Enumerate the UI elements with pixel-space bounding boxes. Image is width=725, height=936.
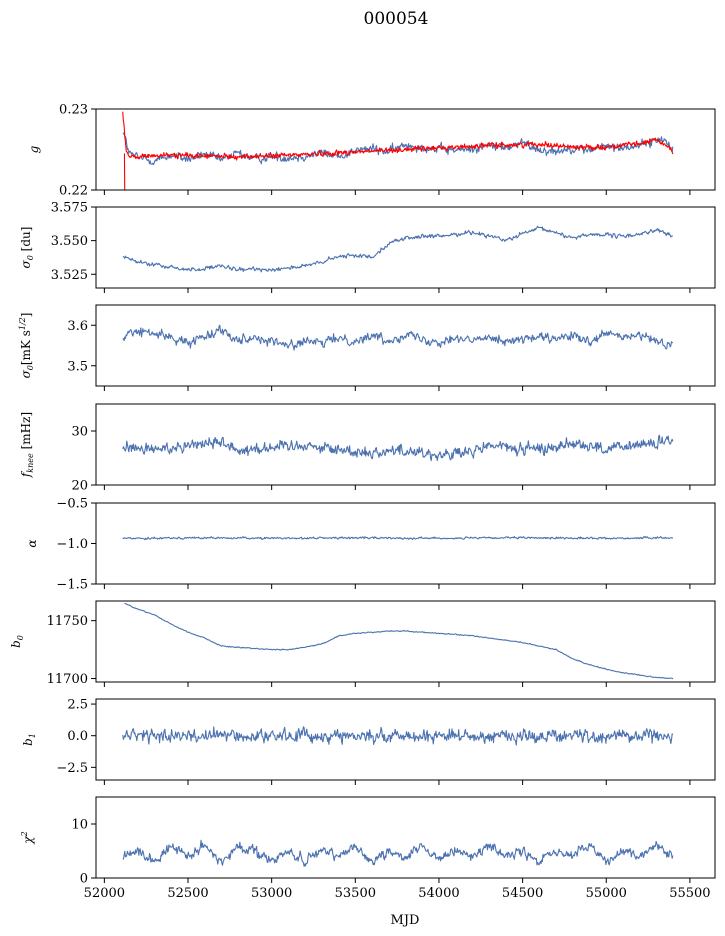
y-tick-label-2-0: 3.5 xyxy=(67,359,88,374)
series-line-0-1 xyxy=(122,111,674,190)
x-axis-label: MJD xyxy=(391,913,420,928)
y-tick-label-4-1: −1.0 xyxy=(56,537,88,552)
x-tick-label-7: 55500 xyxy=(669,886,710,901)
figure-title: 000054 xyxy=(364,9,429,29)
panel-6: −2.5 0.0 2.5 b1 xyxy=(21,698,716,785)
y-tick-label-7-0: 0 xyxy=(80,872,88,887)
y-axis-label-1: σ0 [du] xyxy=(19,227,35,269)
panel-7: 0 10 52000 52500 53000 53500 54000 54500 55000 55… xyxy=(20,796,716,901)
panel-0: 0.22 0.23 g xyxy=(27,103,716,199)
series-line-6-0 xyxy=(122,726,674,746)
y-axis-label-0: g xyxy=(27,145,41,153)
panels: 0.22 0.23 g 3.525 3.550 3.575 σ0 [du] 3.5 3.6 σ0[… xyxy=(9,103,716,901)
x-tick-label-1: 52500 xyxy=(167,886,208,901)
y-axis-label-5: b0 xyxy=(9,635,25,648)
y-axis-label-2: σ0[mK s1/2] xyxy=(18,313,35,379)
x-tick-label-4: 54000 xyxy=(418,886,459,901)
panel-1: 3.525 3.550 3.575 σ0 [du] xyxy=(19,201,716,293)
series-line-2-0 xyxy=(122,324,673,351)
y-tick-label-4-2: −0.5 xyxy=(56,497,88,512)
axes-frame-1 xyxy=(95,206,716,289)
y-tick-label-0-0: 0.22 xyxy=(59,184,88,199)
y-axis-label-3: fknee [mHz] xyxy=(19,412,35,478)
x-tick-label-5: 54500 xyxy=(502,886,543,901)
y-tick-label-6-1: 0.0 xyxy=(67,729,88,744)
y-tick-label-7-1: 10 xyxy=(71,818,88,833)
y-tick-label-6-0: −2.5 xyxy=(56,761,88,776)
panel-3: 20 30 fknee [mHz] xyxy=(19,403,716,494)
y-tick-label-2-1: 3.6 xyxy=(67,319,88,334)
panel-4: −1.5 −1.0 −0.5 α xyxy=(25,497,716,593)
y-axis-label-6: b1 xyxy=(21,733,37,746)
axes-frame-6 xyxy=(95,698,716,781)
series-line-4-0 xyxy=(122,535,674,541)
x-tick-label-3: 53500 xyxy=(335,886,376,901)
axes-frame-7 xyxy=(95,796,716,879)
axes-frame-5 xyxy=(95,600,716,683)
y-axis-label-4: α xyxy=(25,539,39,547)
series-line-7-0 xyxy=(122,839,674,867)
axes-frame-2 xyxy=(95,304,716,387)
panel-2: 3.5 3.6 σ0[mK s1/2] xyxy=(18,304,716,391)
y-tick-label-3-0: 20 xyxy=(71,479,88,494)
y-tick-label-6-2: 2.5 xyxy=(67,698,88,713)
axes-frame-3 xyxy=(95,403,716,486)
y-tick-label-0-1: 0.23 xyxy=(59,103,88,118)
y-tick-label-1-1: 3.550 xyxy=(51,234,88,249)
series-line-1-0 xyxy=(122,225,673,273)
y-tick-label-1-2: 3.575 xyxy=(51,201,88,216)
y-tick-label-5-0: 11700 xyxy=(47,672,88,687)
x-tick-label-2: 53000 xyxy=(251,886,292,901)
y-tick-label-5-1: 11750 xyxy=(47,614,88,629)
series-line-5-0 xyxy=(124,602,674,680)
panel-5: 11700 11750 b0 xyxy=(9,600,716,687)
y-tick-label-4-0: −1.5 xyxy=(56,578,88,593)
axes-frame-4 xyxy=(95,502,716,585)
y-axis-label-7: χ2 xyxy=(20,831,35,844)
x-tick-label-0: 52000 xyxy=(84,886,125,901)
axes-frame-0 xyxy=(95,108,716,191)
y-tick-label-3-1: 30 xyxy=(71,425,88,440)
x-tick-label-6: 55000 xyxy=(586,886,627,901)
y-tick-label-1-0: 3.525 xyxy=(51,268,88,283)
series-line-3-0 xyxy=(122,434,674,462)
